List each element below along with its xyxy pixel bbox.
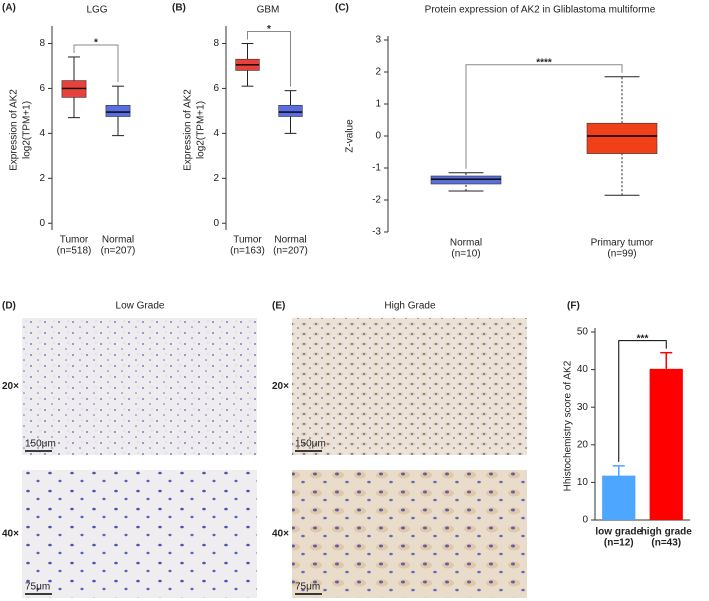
scale-bar-label: 150μm bbox=[25, 439, 56, 450]
y-tick-label: 6 bbox=[39, 83, 45, 94]
y-tick-label: 6 bbox=[213, 83, 219, 94]
magnification-label: 40× bbox=[2, 529, 19, 540]
scale-bar-label: 150μm bbox=[295, 439, 326, 450]
y-axis-label: Z-value bbox=[345, 119, 356, 153]
panel-label: (E) bbox=[272, 301, 285, 312]
x-tick-label: Tumor bbox=[60, 235, 89, 246]
y-tick-label: 1 bbox=[375, 99, 381, 110]
significance-bracket bbox=[247, 30, 291, 87]
y-tick-label: -3 bbox=[372, 227, 381, 238]
significance-bracket bbox=[465, 64, 623, 169]
y-axis-label: Expression of AK2 bbox=[183, 89, 194, 171]
panel-label: (F) bbox=[567, 301, 580, 312]
y-axis-label: log2(TPM+1) bbox=[196, 101, 207, 159]
x-tick-label: Normal bbox=[450, 238, 482, 249]
y-axis-label: Expression of AK2 bbox=[9, 89, 20, 171]
x-tick-sublabel: (n=12) bbox=[604, 538, 634, 549]
chart-title: GBM bbox=[257, 5, 280, 16]
y-tick-label: 40 bbox=[577, 364, 589, 375]
y-tick-label: -1 bbox=[372, 163, 381, 174]
magnification-label: 20× bbox=[272, 381, 289, 392]
x-tick-label: low grade bbox=[595, 527, 642, 538]
panel-title: High Grade bbox=[384, 301, 436, 312]
significance-label: * bbox=[267, 24, 271, 35]
panel-title: Low Grade bbox=[116, 301, 165, 312]
y-tick-label: 8 bbox=[213, 38, 219, 49]
panel-label: (B) bbox=[172, 3, 186, 14]
y-axis-label: log2(TPM+1) bbox=[22, 101, 33, 159]
y-tick-label: 2 bbox=[375, 67, 381, 78]
y-tick-label: 4 bbox=[213, 128, 219, 139]
chart-title: Protein expression of AK2 in Gliblastoma… bbox=[425, 5, 656, 16]
panel-label: (C) bbox=[335, 3, 349, 14]
x-tick-label: Normal bbox=[274, 235, 306, 246]
y-tick-label: 20 bbox=[577, 439, 589, 450]
scale-bar-label: 75μm bbox=[25, 582, 50, 593]
y-tick-label: 0 bbox=[375, 131, 381, 142]
significance-label: *** bbox=[637, 333, 649, 344]
x-tick-sublabel: (n=43) bbox=[651, 538, 681, 549]
y-tick-label: -2 bbox=[372, 195, 381, 206]
y-tick-label: 30 bbox=[577, 402, 589, 413]
y-tick-label: 0 bbox=[39, 218, 45, 229]
significance-bracket bbox=[73, 44, 119, 83]
y-tick-label: 4 bbox=[39, 128, 45, 139]
y-tick-label: 2 bbox=[39, 173, 45, 184]
micrograph bbox=[292, 470, 527, 598]
y-tick-label: 10 bbox=[577, 477, 589, 488]
y-tick-label: 0 bbox=[582, 515, 588, 526]
y-tick-label: 8 bbox=[39, 38, 45, 49]
box bbox=[586, 122, 658, 154]
micrograph bbox=[22, 318, 257, 455]
micrograph bbox=[292, 318, 527, 455]
significance-bracket bbox=[618, 340, 667, 462]
bar bbox=[649, 368, 683, 520]
box bbox=[430, 175, 502, 185]
y-tick-label: 3 bbox=[375, 35, 381, 46]
y-tick-label: 50 bbox=[577, 327, 589, 338]
significance-label: **** bbox=[536, 57, 552, 68]
box bbox=[278, 104, 303, 117]
x-tick-sublabel: (n=10) bbox=[451, 249, 480, 260]
chart-title: LGG bbox=[86, 5, 107, 16]
panel-label: (D) bbox=[2, 301, 16, 312]
y-axis-label: Hhistochemistry score of AK2 bbox=[563, 360, 574, 491]
box bbox=[105, 104, 131, 117]
scale-bar-label: 75μm bbox=[295, 582, 320, 593]
magnification-label: 40× bbox=[272, 529, 289, 540]
x-tick-sublabel: (n=207) bbox=[273, 246, 308, 257]
x-tick-sublabel: (n=207) bbox=[101, 246, 136, 257]
y-tick-label: 2 bbox=[213, 173, 219, 184]
x-tick-label: high grade bbox=[641, 527, 693, 538]
x-tick-sublabel: (n=163) bbox=[230, 246, 265, 257]
x-tick-label: Tumor bbox=[233, 235, 262, 246]
x-tick-sublabel: (n=99) bbox=[607, 249, 636, 260]
significance-label: * bbox=[94, 38, 98, 49]
panel-label: (A) bbox=[2, 3, 16, 14]
x-tick-label: Primary tumor bbox=[591, 238, 654, 249]
micrograph bbox=[22, 470, 257, 598]
x-tick-sublabel: (n=518) bbox=[57, 246, 92, 257]
magnification-label: 20× bbox=[2, 381, 19, 392]
y-tick-label: 0 bbox=[213, 218, 219, 229]
x-tick-label: Normal bbox=[102, 235, 134, 246]
bar bbox=[602, 475, 636, 520]
